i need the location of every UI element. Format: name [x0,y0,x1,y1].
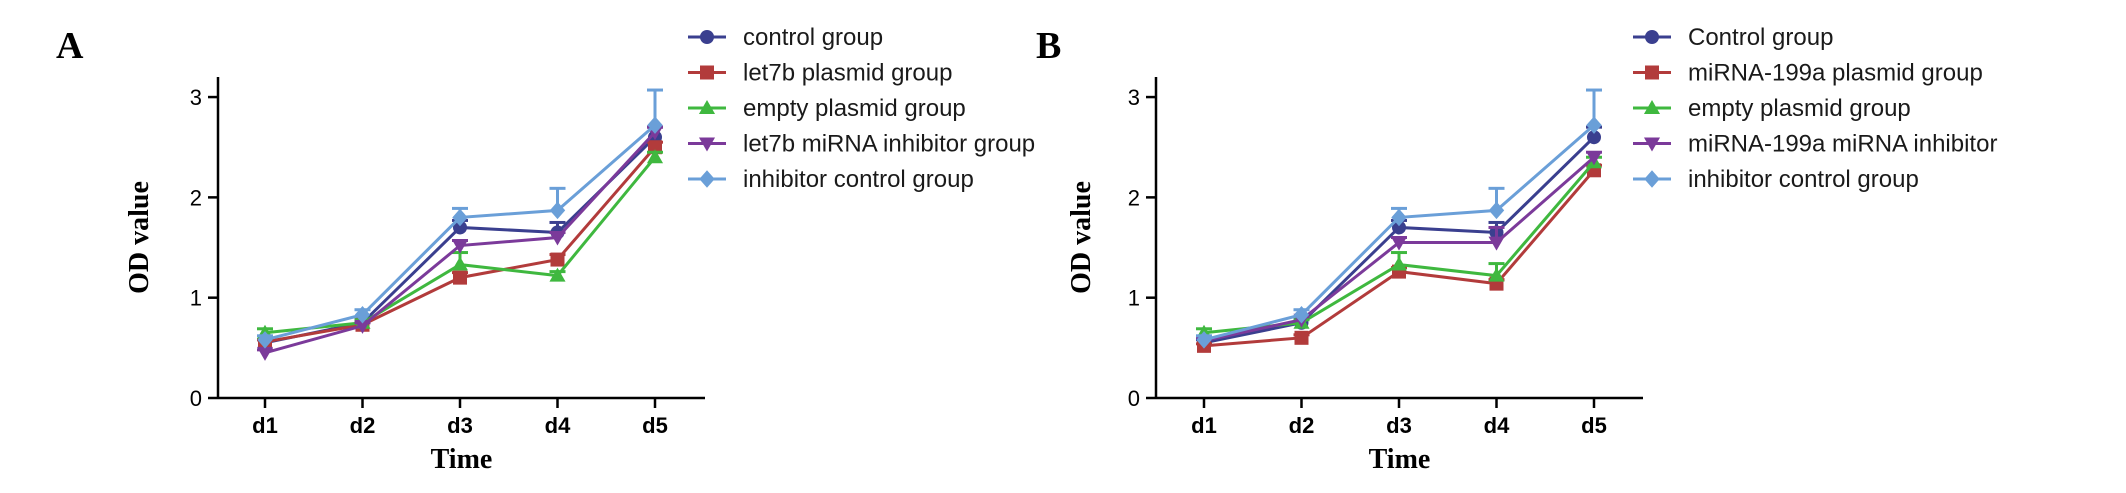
data-point [550,252,565,267]
y-tick-label: 0 [190,386,202,411]
y-axis-title: OD value [1066,181,1097,294]
legend-entry: let7b miRNA inhibitor group [688,131,1035,158]
series-inhibitor-control-group [257,88,663,349]
data-point [549,201,566,220]
legend-label: control group [743,24,883,51]
x-tick-label: d3 [1386,413,1412,438]
legend-label: inhibitor control group [1688,166,1919,193]
y-tick-label: 3 [1128,85,1140,110]
legend-marker [1644,170,1660,188]
series-mirna-199a-mirna-inhibitor [1195,150,1603,349]
y-tick-label: 3 [190,85,202,110]
legend-label: Control group [1688,24,1833,51]
data-point [1392,220,1406,235]
legend-label: empty plasmid group [743,95,966,122]
data-point [549,267,566,282]
legend-entry: inhibitor control group [1633,166,1919,193]
x-tick-label: d3 [447,413,473,438]
data-point [1585,151,1603,166]
x-tick-label: d1 [1191,413,1217,438]
data-point [1390,236,1408,251]
legend-label: let7b plasmid group [743,60,952,87]
legend-marker [700,65,714,80]
data-point [451,239,469,254]
data-point [648,140,662,155]
legend-marker [1645,65,1659,80]
data-point [549,231,566,246]
legend-marker [1643,99,1661,114]
y-axis-title: OD value [124,181,155,294]
data-point [354,305,371,324]
panel-a: A 0 1 2 3 d1 d2 d3 d4 d5 Time OD value control group… [56,24,1035,475]
panel-letter: B [1036,25,1061,67]
y-tick-label: 2 [1128,185,1140,210]
data-point [451,256,469,271]
data-point [256,346,274,361]
data-point [453,270,467,285]
legend-marker [698,99,716,114]
data-point [1488,201,1505,220]
x-tick-label: d5 [642,413,668,438]
x-tick-label: d1 [252,413,278,438]
legend-entry: let7b plasmid group [688,60,952,87]
legend-label: miRNA-199a miRNA inhibitor [1688,131,1997,158]
x-tick-label: d5 [1581,413,1607,438]
y-tick-label: 1 [190,286,202,311]
data-point [1488,236,1505,251]
data-point [646,149,664,164]
y-tick-label: 1 [1128,286,1140,311]
data-point [452,208,468,227]
legend-label: empty plasmid group [1688,95,1911,122]
data-point [1586,116,1602,134]
legend-marker [1643,137,1661,152]
legend-entry: Control group [1633,24,1833,51]
data-point [354,319,371,334]
legend-entry: miRNA-199a plasmid group [1633,60,1983,87]
series-control-group [257,125,663,350]
legend-entry: inhibitor control group [688,166,974,193]
y-tick-label: 2 [190,185,202,210]
data-point [453,220,467,235]
legend-entry: control group [688,24,883,51]
legend-marker [698,137,716,152]
data-point [1587,130,1601,145]
data-point [1293,305,1310,324]
x-tick-label: d2 [1289,413,1315,438]
panel-letter: A [56,25,84,67]
x-tick-label: d4 [1484,413,1510,438]
series-inhibitor-control-group [1196,88,1602,349]
legend-entry: empty plasmid group [1633,95,1911,122]
legend-label: let7b miRNA inhibitor group [743,131,1035,158]
legend-entry: empty plasmid group [688,95,966,122]
data-point [1196,331,1212,349]
x-tick-label: d2 [350,413,376,438]
data-point [1390,256,1408,271]
y-tick-label: 0 [1128,386,1140,411]
legend-entry: miRNA-199a miRNA inhibitor [1633,131,1997,158]
legend-marker [700,30,714,44]
legend-marker [1645,30,1659,44]
data-point [647,116,663,134]
panel-b: B 0 1 2 3 d1 d2 d3 d4 d5 Time OD value Control group… [1036,24,1997,475]
data-point [1391,208,1407,227]
data-point [257,331,273,349]
data-point [1488,267,1505,282]
legend-label: miRNA-199a plasmid group [1688,60,1983,87]
legend-label: inhibitor control group [743,166,974,193]
data-point [1294,330,1309,345]
x-axis-title: Time [1369,444,1431,475]
legend-marker [699,170,715,188]
x-tick-label: d4 [545,413,571,438]
x-axis-title: Time [431,444,493,475]
